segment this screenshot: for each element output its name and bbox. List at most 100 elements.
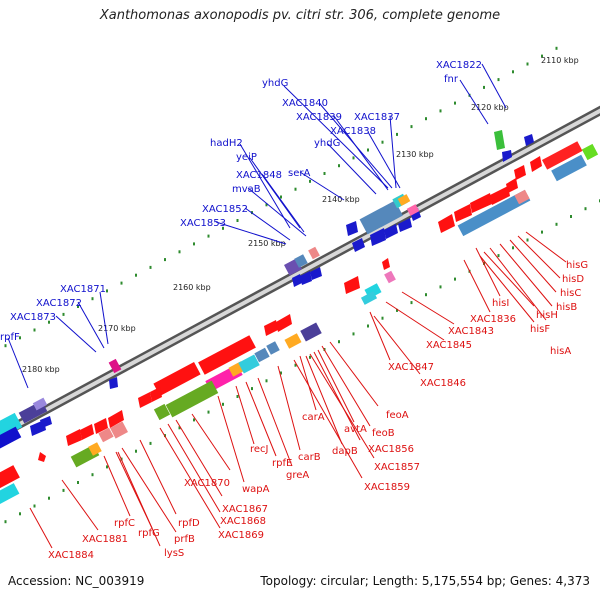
- gene-arrow[interactable]: [109, 377, 118, 389]
- gene-arrow[interactable]: [438, 214, 455, 233]
- gene-block[interactable]: [300, 322, 322, 342]
- gene-block[interactable]: [406, 204, 420, 216]
- gene-label[interactable]: carB: [298, 452, 321, 463]
- gene-block[interactable]: [254, 347, 270, 363]
- gene-arrow[interactable]: [292, 274, 302, 287]
- gene-arrow[interactable]: [506, 178, 518, 193]
- gene-label[interactable]: XAC1856: [368, 444, 414, 455]
- gene-block[interactable]: [0, 483, 20, 505]
- gene-arrow[interactable]: [398, 218, 412, 232]
- gene-block[interactable]: [98, 427, 114, 443]
- gene-label[interactable]: rpfC: [114, 518, 135, 529]
- gene-arrow[interactable]: [524, 134, 534, 146]
- gene-label[interactable]: XAC1837: [354, 112, 400, 123]
- gene-label[interactable]: XAC1853: [180, 218, 226, 229]
- gene-label[interactable]: lysS: [164, 548, 184, 559]
- gene-block[interactable]: [551, 154, 587, 182]
- gene-label[interactable]: XAC1867: [222, 504, 268, 515]
- gene-label[interactable]: XAC1843: [448, 326, 494, 337]
- gene-label[interactable]: XAC1870: [184, 478, 230, 489]
- gene-arrow[interactable]: [490, 186, 510, 205]
- gene-label[interactable]: prfB: [174, 534, 195, 545]
- gene-block[interactable]: [0, 412, 23, 440]
- gene-label[interactable]: XAC1839: [296, 112, 342, 123]
- gene-block[interactable]: [110, 421, 128, 439]
- gene-label[interactable]: XAC1846: [420, 378, 466, 389]
- gene-block[interactable]: [397, 194, 411, 206]
- gene-label[interactable]: XAC1872: [36, 298, 82, 309]
- gene-arrow[interactable]: [40, 416, 52, 428]
- gene-arrow[interactable]: [346, 221, 358, 236]
- gene-block[interactable]: [0, 465, 20, 489]
- gene-label[interactable]: XAC1869: [218, 530, 264, 541]
- gene-label[interactable]: XAC1871: [60, 284, 106, 295]
- gene-block[interactable]: [581, 143, 599, 161]
- gene-label[interactable]: rpfE: [272, 458, 292, 469]
- gene-block[interactable]: [165, 380, 219, 418]
- gene-block[interactable]: [359, 200, 403, 235]
- gene-block[interactable]: [384, 270, 396, 284]
- gene-arrow[interactable]: [502, 150, 512, 162]
- gene-arrow[interactable]: [80, 424, 94, 440]
- gene-label[interactable]: hisG: [566, 260, 588, 271]
- gene-block[interactable]: [88, 442, 102, 456]
- gene-label[interactable]: hisI: [492, 298, 509, 309]
- gene-arrow[interactable]: [108, 410, 124, 428]
- gene-arrow[interactable]: [470, 193, 492, 213]
- gene-block[interactable]: [541, 141, 583, 170]
- gene-block[interactable]: [514, 189, 530, 205]
- gene-label[interactable]: feoB: [372, 428, 395, 439]
- gene-arrow[interactable]: [494, 130, 505, 150]
- gene-block[interactable]: [32, 397, 48, 411]
- gene-label[interactable]: XAC1884: [48, 550, 94, 561]
- gene-arrow[interactable]: [94, 418, 108, 434]
- gene-label[interactable]: avtA: [344, 424, 367, 435]
- gene-arrow[interactable]: [344, 276, 360, 294]
- gene-block[interactable]: [153, 362, 201, 396]
- gene-label[interactable]: XAC1859: [364, 482, 410, 493]
- gene-label[interactable]: XAC1840: [282, 98, 328, 109]
- gene-block[interactable]: [457, 189, 531, 237]
- gene-label[interactable]: hisA: [550, 346, 571, 357]
- gene-label[interactable]: XAC1868: [220, 516, 266, 527]
- gene-label[interactable]: fnr: [444, 74, 459, 85]
- gene-arrow[interactable]: [352, 238, 365, 252]
- gene-label[interactable]: XAC1852: [202, 204, 248, 215]
- gene-label[interactable]: carA: [302, 412, 325, 423]
- gene-block[interactable]: [153, 403, 171, 421]
- gene-label[interactable]: XAC1847: [388, 362, 434, 373]
- gene-arrow[interactable]: [370, 228, 386, 246]
- gene-label[interactable]: mvaB: [232, 184, 261, 195]
- gene-label[interactable]: serA: [288, 168, 310, 179]
- gene-label[interactable]: yeiP: [236, 152, 257, 163]
- gene-arrow[interactable]: [300, 271, 312, 285]
- gene-label[interactable]: rpfG: [138, 528, 160, 539]
- gene-block[interactable]: [266, 341, 280, 355]
- gene-block[interactable]: [294, 254, 308, 268]
- gene-label[interactable]: XAC1822: [436, 60, 482, 71]
- gene-label[interactable]: XAC1881: [82, 534, 128, 545]
- gene-label[interactable]: XAC1857: [374, 462, 420, 473]
- gene-label[interactable]: XAC1845: [426, 340, 472, 351]
- gene-label[interactable]: rpfF: [0, 332, 20, 343]
- gene-arrow[interactable]: [276, 314, 292, 332]
- gene-label[interactable]: rpfD: [178, 518, 200, 529]
- gene-label[interactable]: hisC: [560, 288, 581, 299]
- gene-block[interactable]: [0, 426, 22, 450]
- gene-label[interactable]: wapA: [242, 484, 270, 495]
- gene-label[interactable]: yhdG: [314, 138, 340, 149]
- gene-label[interactable]: hadH2: [210, 138, 243, 149]
- gene-block[interactable]: [308, 246, 320, 260]
- gene-arrow[interactable]: [530, 156, 542, 172]
- gene-label[interactable]: XAC1873: [10, 312, 56, 323]
- gene-arrow[interactable]: [264, 320, 278, 336]
- gene-arrow[interactable]: [454, 204, 472, 222]
- gene-label[interactable]: feoA: [386, 410, 409, 421]
- gene-label[interactable]: hisB: [556, 302, 577, 313]
- gene-arrow[interactable]: [38, 452, 46, 462]
- gene-arrow[interactable]: [138, 392, 152, 408]
- gene-label[interactable]: dapB: [332, 446, 358, 457]
- gene-label[interactable]: XAC1848: [236, 170, 282, 181]
- gene-arrow[interactable]: [150, 387, 162, 402]
- gene-label[interactable]: hisD: [562, 274, 584, 285]
